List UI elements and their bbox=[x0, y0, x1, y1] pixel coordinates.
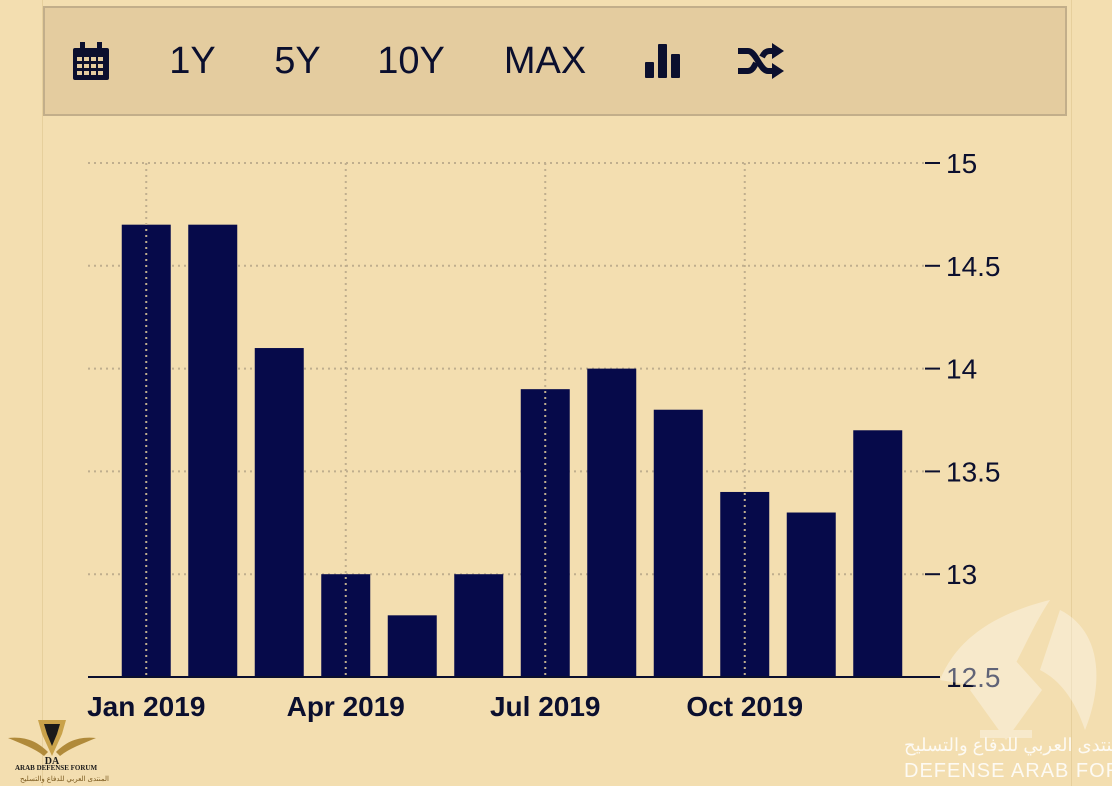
bar-mar-2019 bbox=[254, 348, 304, 677]
watermark-arabic-text: المنتدى العربي للدفاع والتسليح bbox=[904, 735, 1112, 755]
range-1y-button[interactable]: 1Y bbox=[169, 39, 216, 82]
chart-toolbar: 1Y 5Y 10Y MAX bbox=[43, 6, 1067, 116]
bar-nov-2019 bbox=[786, 512, 836, 677]
bar-jan-2019 bbox=[121, 224, 171, 677]
bar-aug-2019 bbox=[587, 368, 637, 677]
x-tick-label: Jan 2019 bbox=[87, 691, 205, 722]
bar-sep-2019 bbox=[653, 409, 703, 677]
bar-feb-2019 bbox=[188, 224, 238, 677]
y-tick-label: 14.5 bbox=[946, 251, 1001, 282]
range-max-button[interactable]: MAX bbox=[503, 39, 587, 82]
range-5y-button[interactable]: 5Y bbox=[274, 39, 321, 82]
logo-arabic-text: المنتدى العربي للدفاع والتسليح bbox=[20, 776, 109, 783]
shuffle-icon[interactable] bbox=[737, 8, 785, 114]
range-10y-button[interactable]: 10Y bbox=[377, 39, 445, 82]
x-tick-label: Oct 2019 bbox=[686, 691, 803, 722]
logo-english-text: ARAB DEFENSE FORUM bbox=[15, 764, 98, 772]
calendar-icon[interactable] bbox=[71, 8, 111, 114]
bar-dec-2019 bbox=[853, 430, 903, 677]
bar-jul-2019 bbox=[520, 389, 570, 677]
bar-chart-icon[interactable] bbox=[643, 8, 683, 114]
forum-watermark-emblem bbox=[940, 600, 1097, 740]
y-tick-label: 15 bbox=[946, 148, 977, 179]
x-tick-label: Apr 2019 bbox=[287, 691, 405, 722]
y-tick-label: 12.5 bbox=[946, 662, 1001, 693]
logo-initials: DA bbox=[45, 756, 60, 767]
bar-jun-2019 bbox=[454, 574, 504, 677]
arab-defense-forum-logo: DA bbox=[8, 720, 96, 767]
x-tick-label: Jul 2019 bbox=[490, 691, 601, 722]
y-tick-label: 13.5 bbox=[946, 456, 1001, 487]
watermark-english-text: DEFENSE ARAB FORUM bbox=[904, 760, 1112, 782]
page-border bbox=[42, 0, 1072, 786]
y-tick-label: 13 bbox=[946, 559, 977, 590]
bar-may-2019 bbox=[387, 615, 437, 677]
y-tick-label: 14 bbox=[946, 354, 977, 385]
